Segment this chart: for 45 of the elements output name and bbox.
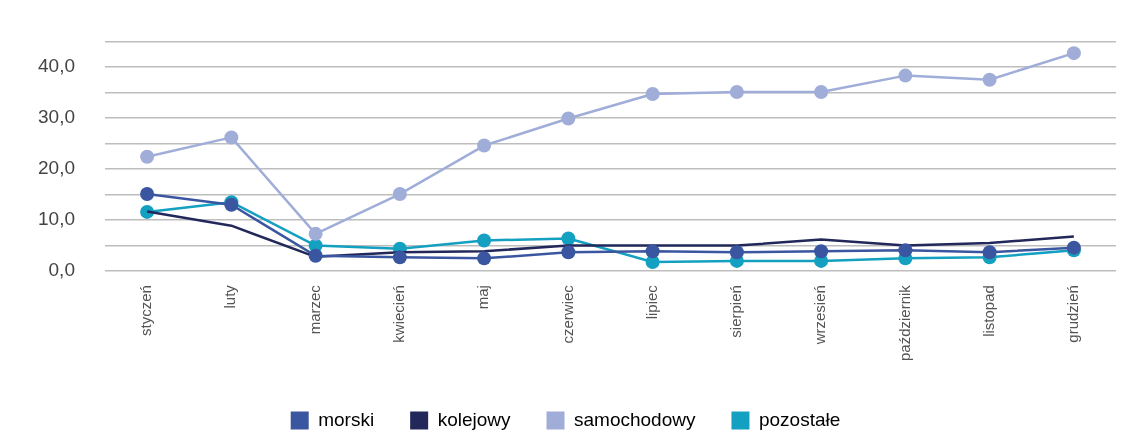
point	[477, 233, 492, 248]
x-tick-label: grudzień	[1064, 285, 1082, 343]
x-tick-label: sierpień	[727, 285, 745, 338]
x-tick-label: czerwiec	[558, 284, 576, 344]
legend-label: kolejowy	[437, 408, 512, 430]
point	[1066, 46, 1081, 61]
x-tick-label: maj	[474, 285, 492, 310]
point	[898, 68, 913, 83]
x-tick-label: marzec	[305, 284, 323, 335]
x-tick-label: listopad	[979, 285, 997, 337]
point	[814, 84, 829, 99]
point	[392, 187, 407, 202]
y-tick-label: 10,0	[38, 208, 75, 230]
y-tick-label: 20,0	[38, 157, 75, 179]
legend-label: samochodowy	[574, 408, 696, 430]
point	[477, 251, 492, 266]
point	[561, 231, 576, 246]
point	[645, 244, 660, 259]
point	[561, 245, 576, 260]
point	[814, 244, 829, 259]
x-tick-label: kwiecień	[390, 285, 407, 343]
point	[645, 86, 660, 101]
point	[477, 138, 492, 153]
point	[308, 226, 323, 241]
legend-label: morski	[318, 408, 375, 430]
y-tick-label: 0,0	[48, 259, 75, 281]
y-tick-label: 30,0	[38, 106, 75, 128]
point	[224, 130, 239, 145]
x-tick-label: wrzesień	[811, 285, 829, 346]
x-tick-label: październik	[895, 284, 913, 361]
point	[982, 245, 997, 260]
point	[898, 243, 913, 258]
point	[561, 111, 576, 126]
point	[729, 245, 744, 260]
point	[140, 149, 155, 164]
point	[392, 250, 407, 265]
point	[729, 84, 744, 99]
x-tick-label: styczeń	[137, 285, 155, 336]
point	[308, 248, 323, 263]
point	[982, 72, 997, 87]
legend-label: pozostałe	[758, 408, 841, 430]
y-tick-label: 40,0	[38, 55, 75, 77]
x-tick-label: luty	[221, 284, 239, 309]
x-tick-label: lipiec	[642, 284, 660, 320]
point	[140, 187, 155, 202]
